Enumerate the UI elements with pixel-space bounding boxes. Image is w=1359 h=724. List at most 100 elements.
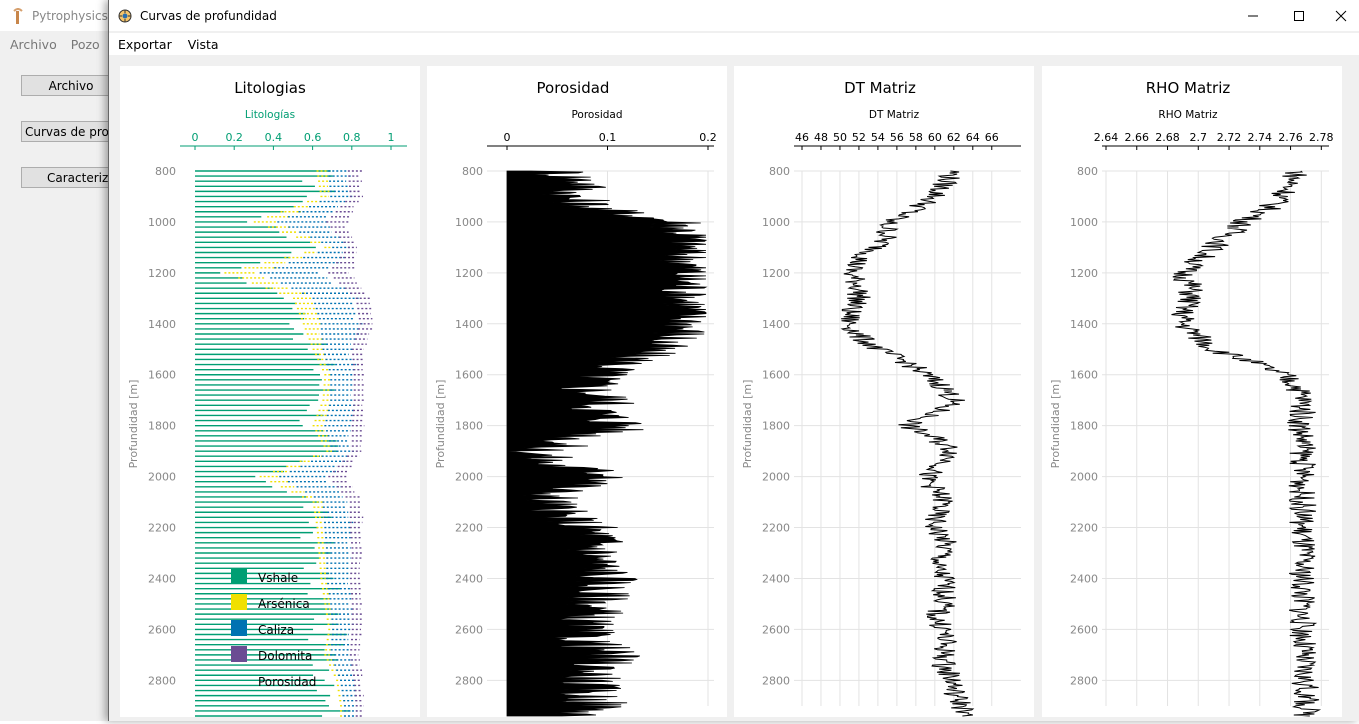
porosidad-y-tick-label: 2000 [455, 471, 483, 484]
minimize-button[interactable] [1230, 0, 1276, 31]
legend-label-caliza: Caliza [258, 623, 294, 637]
dt-matriz-ylabel: Profundidad [m] [741, 380, 754, 469]
litologias-y-ticks: 800 1000 1200 1400 1600 1800 2000 2200 2400 2600 2… [148, 165, 176, 687]
litologias-y-tick-label: 2800 [148, 674, 176, 687]
dt-matriz-x-tick-label: 62 [947, 131, 961, 144]
litologias-y-tick-label: 1200 [148, 267, 176, 280]
rho-matriz-x-tick-label: 2.76 [1278, 131, 1303, 144]
dt-matriz-x-tick-label: 52 [852, 131, 866, 144]
porosidad-y-tick-label: 800 [462, 165, 483, 178]
litologias-y-tick-label: 1400 [148, 318, 176, 331]
caracterizacion-button[interactable]: Caracterizacion [21, 167, 121, 188]
litologias-x-tick-label: 1 [388, 131, 395, 144]
rho-matriz-xlabel: RHO Matriz [1158, 109, 1218, 121]
dt-matriz-y-tick-label: 2400 [762, 572, 790, 585]
maximize-button[interactable] [1276, 0, 1322, 31]
litologias-marks [195, 170, 373, 717]
porosidad-x-tick-label: 0 [504, 131, 511, 144]
litologias-xlabel: Litologías [245, 109, 295, 121]
litologias-x-tick-label: 0.6 [304, 131, 322, 144]
litologias-x-ticks: 0 0.2 0.4 0.6 0.8 1 [180, 131, 407, 150]
window-title: Curvas de profundidad [140, 8, 277, 23]
legend-label-dolomita: Dolomita [258, 649, 312, 663]
rho-matriz-y-tick-label: 1200 [1070, 267, 1098, 280]
rho-matriz-marks [1171, 170, 1322, 717]
window-titlebar: Curvas de profundidad [109, 0, 1359, 31]
porosidad-y-tick-label: 1400 [455, 318, 483, 331]
litologias-y-tick-label: 1600 [148, 369, 176, 382]
rho-matriz-x-tick-label: 2.72 [1217, 131, 1242, 144]
porosidad-y-tick-label: 1000 [455, 216, 483, 229]
rho-matriz-y-tick-label: 2200 [1070, 522, 1098, 535]
pytrophysics-app-icon [13, 7, 23, 24]
rho-matriz-y-tick-label: 2800 [1070, 674, 1098, 687]
rho-matriz-y-tick-label: 1400 [1070, 318, 1098, 331]
maximize-icon [1294, 10, 1304, 21]
litologias-ylabel: Profundidad [m] [127, 380, 140, 469]
litologias-y-tick-label: 2200 [148, 522, 176, 535]
porosidad-xlabel: Porosidad [571, 109, 622, 121]
curvas-profundidad-button[interactable]: Curvas de profundidad [21, 121, 121, 142]
dt-matriz-y-tick-label: 800 [769, 165, 790, 178]
main-window: Pytrophysics Archivo Pozo Archivo Curvas… [0, 0, 121, 721]
dt-matriz-y-tick-label: 1800 [762, 420, 790, 433]
porosidad-panel: Porosidad Porosidad 0 0.1 0.2 800 1000 1200 1… [427, 66, 727, 717]
rho-matriz-y-tick-label: 800 [1077, 165, 1098, 178]
dt-matriz-x-tick-label: 58 [909, 131, 923, 144]
litologias-panel: Litologias Litologías 0 0.2 0.4 0.6 0.8 1 800… [120, 66, 420, 717]
close-button[interactable] [1318, 0, 1359, 31]
dt-matriz-y-tick-label: 1400 [762, 318, 790, 331]
litologias-x-tick-label: 0.4 [265, 131, 283, 144]
plot-area: Litologias Litologías 0 0.2 0.4 0.6 0.8 1 800… [113, 56, 1349, 721]
menu-vista[interactable]: Vista [187, 36, 219, 52]
dt-matriz-x-tick-label: 50 [833, 131, 847, 144]
legend-swatch-caliza [231, 620, 247, 636]
porosidad-chart-title: Porosidad [537, 79, 610, 97]
dt-matriz-x-ticks: 46 48 50 52 54 56 58 60 62 64 66 [794, 131, 1021, 150]
porosidad-y-tick-label: 2400 [455, 572, 483, 585]
dt-matriz-x-tick-label: 60 [928, 131, 942, 144]
dt-matriz-panel: DT Matriz DT Matriz 46 48 50 52 54 56 58 60 62 64… [734, 66, 1034, 717]
rho-matriz-x-ticks: 2.64 2.66 2.68 2.7 2.72 2.74 2.76 2.78 [1094, 131, 1334, 150]
window-menubar: Exportar Vista [109, 33, 1359, 55]
porosidad-y-tick-label: 2200 [455, 522, 483, 535]
dt-matriz-y-tick-label: 2600 [762, 623, 790, 636]
rho-matriz-x-tick-label: 2.64 [1094, 131, 1119, 144]
legend-swatch-dolomita [231, 646, 247, 662]
litologias-x-tick-label: 0.8 [343, 131, 361, 144]
main-menubar: Archivo Pozo [0, 33, 104, 55]
litologias-y-tick-label: 2000 [148, 471, 176, 484]
dt-matriz-chart-title: DT Matriz [844, 79, 916, 97]
archivo-button[interactable]: Archivo [21, 75, 121, 96]
dt-matriz-y-ticks: 800 1000 1200 1400 1600 1800 2000 2200 2400 2600 2… [762, 165, 790, 687]
litologias-chart-title: Litologias [234, 79, 306, 97]
porosidad-y-tick-label: 1200 [455, 267, 483, 280]
porosidad-y-tick-label: 1600 [455, 369, 483, 382]
window-app-icon [118, 9, 132, 22]
litologias-y-tick-label: 2600 [148, 623, 176, 636]
minimize-icon [1248, 15, 1258, 16]
close-icon [1335, 10, 1347, 21]
legend-label-vshale: Vshale [258, 571, 298, 585]
porosidad-y-tick-label: 2800 [455, 674, 483, 687]
caracterizacion-button-label: Caracterizacion [47, 170, 120, 185]
legend-label-arsenica: Arsénica [258, 597, 310, 611]
main-menu-pozo[interactable]: Pozo [70, 36, 100, 52]
menu-exportar[interactable]: Exportar [118, 36, 172, 52]
legend-swatch-arsenica [231, 594, 247, 610]
dt-matriz-y-tick-label: 2000 [762, 471, 790, 484]
dt-matriz-x-tick-label: 64 [966, 131, 980, 144]
rho-matriz-y-tick-label: 1600 [1070, 369, 1098, 382]
dt-matriz-x-tick-label: 56 [890, 131, 904, 144]
rho-matriz-panel: RHO Matriz RHO Matriz 2.64 2.66 2.68 2.7 2.7… [1042, 66, 1342, 717]
depth-plots-canvas: Litologias Litologías 0 0.2 0.4 0.6 0.8 1 800… [120, 66, 1342, 717]
porosidad-y-tick-label: 2600 [455, 623, 483, 636]
dt-matriz-y-tick-label: 1000 [762, 216, 790, 229]
litologias-y-tick-label: 2400 [148, 572, 176, 585]
archivo-button-label: Archivo [48, 78, 94, 93]
dt-matriz-curve [840, 170, 975, 717]
dt-matriz-x-tick-label: 48 [814, 131, 828, 144]
main-menu-archivo[interactable]: Archivo [10, 36, 57, 52]
main-window-titlebar: Pytrophysics [0, 0, 120, 31]
dt-matriz-marks [840, 170, 975, 717]
